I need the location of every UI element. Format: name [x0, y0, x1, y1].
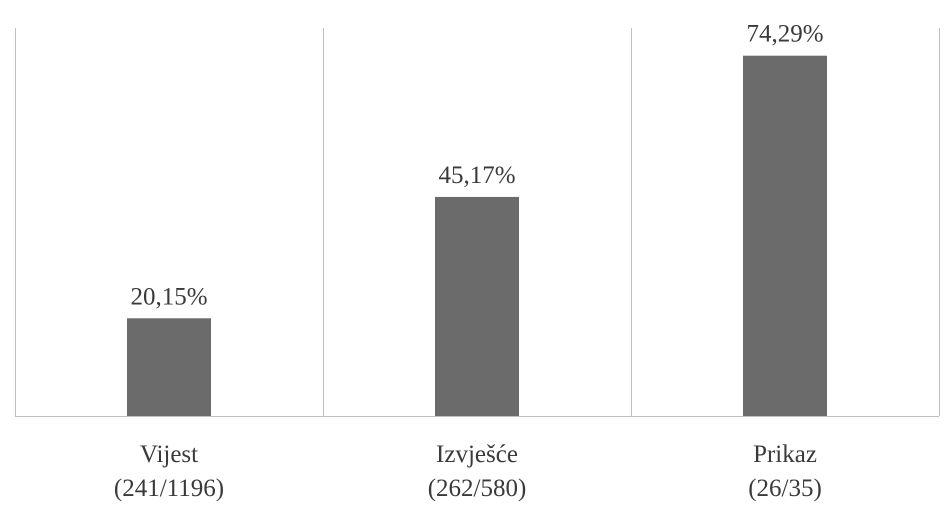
x-tick-label-1: Izvješće — [436, 441, 518, 468]
grid-layer — [15, 28, 940, 416]
labels-layer: 20,15% Vijest (241/1196) 45,17% Izvješće (262… — [114, 21, 824, 502]
x-tick-count-0: (241/1196) — [114, 475, 224, 502]
x-tick-label-0: Vijest — [140, 441, 198, 468]
data-label-1: 45,17% — [438, 162, 515, 189]
data-label-2: 74,29% — [746, 21, 823, 48]
bar-prikaz — [743, 55, 827, 416]
x-tick-label-2: Prikaz — [753, 441, 817, 468]
bar-izvješće — [435, 196, 519, 416]
data-label-0: 20,15% — [130, 283, 207, 310]
bar-vijest — [127, 318, 211, 416]
x-tick-count-1: (262/580) — [428, 475, 527, 502]
bars-layer — [127, 55, 827, 416]
x-tick-count-2: (26/35) — [748, 475, 822, 502]
